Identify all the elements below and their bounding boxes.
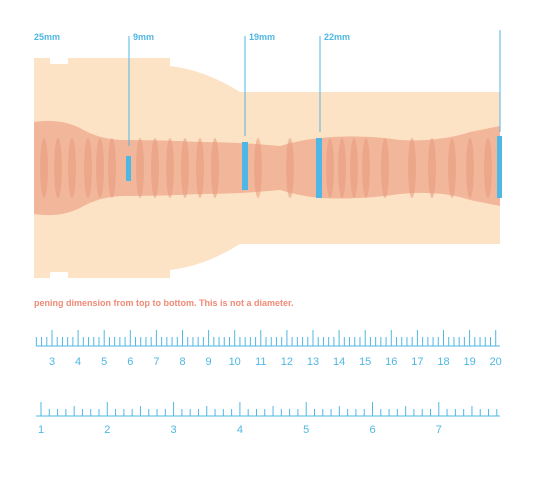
channel-ridge (286, 138, 294, 198)
ruler-centimeters (35, 330, 500, 347)
ruler-cm-number: 9 (205, 356, 212, 368)
ruler-cm-number: 7 (153, 356, 160, 368)
channel-ridge (54, 138, 62, 198)
channel-ridge (40, 138, 48, 198)
ruler-in-number: 1 (37, 424, 45, 436)
ruler-cm-number: 3 (48, 356, 56, 368)
measurement-note: pening dimension from top to bottom. Thi… (34, 298, 294, 308)
ruler-cm-number: 14 (332, 356, 346, 368)
ruler-in-number: 2 (104, 424, 111, 436)
ruler-cm-number: 15 (359, 356, 372, 368)
ruler-cm-number: 18 (437, 356, 450, 368)
channel-ridge (408, 138, 416, 198)
dim-label-22mm: 22mm (324, 32, 351, 42)
channel-ridge (428, 138, 436, 198)
dim-label-25mm: 25mm (34, 32, 61, 42)
ruler-in-number: 6 (369, 424, 376, 436)
ruler-cm-number: 12 (280, 356, 294, 368)
channel-ridge (448, 138, 456, 198)
channel-ridge (338, 138, 346, 198)
dim-label-19mm: 19mm (249, 32, 276, 42)
ruler-cm-number: 16 (385, 356, 398, 368)
channel-ridge (68, 138, 76, 198)
channel-ridge (466, 138, 474, 198)
channel-ridge (254, 138, 262, 198)
channel-ridge (181, 138, 189, 198)
channel-ridge (136, 138, 144, 198)
ruler-cm-number: 4 (75, 356, 82, 368)
dim-bar-19mm (242, 142, 248, 190)
channel-ridge (166, 138, 174, 198)
ruler-inches (36, 402, 500, 417)
dim-label-9mm: 9mm (133, 32, 155, 42)
ruler-in-number: 7 (435, 424, 442, 436)
channel-ridge (484, 138, 492, 198)
channel-ridge (326, 138, 334, 198)
ruler-cm-number: 17 (411, 356, 424, 368)
channel-ridge (151, 138, 159, 198)
channel-ridges (40, 138, 492, 198)
dim-bar-last (497, 136, 502, 198)
dim-bar-9mm (126, 156, 131, 181)
ruler-cm-number: 6 (127, 356, 134, 368)
channel-ridge (196, 138, 204, 198)
ruler-cm-number: 5 (101, 356, 108, 368)
ruler-cm-number: 8 (179, 356, 186, 368)
ruler-cm-number: 10 (228, 356, 241, 368)
channel-ridge (108, 138, 116, 198)
channel-ridge (211, 138, 219, 198)
ruler-in-number: 3 (170, 424, 177, 436)
channel-ridge (350, 138, 358, 198)
channel-ridge (362, 138, 370, 198)
ruler-in-number: 5 (303, 424, 310, 436)
dim-bar-22mm (316, 138, 322, 198)
ruler-cm-number: 20 (489, 356, 502, 368)
ruler-cm-number: 13 (306, 356, 320, 368)
ruler-cm-number: 11 (255, 356, 267, 368)
channel-ridge (381, 138, 389, 198)
channel-ridge (84, 138, 92, 198)
ruler-cm-number: 19 (463, 356, 476, 368)
ruler-in-number: 4 (236, 424, 243, 436)
channel-ridge (96, 138, 104, 198)
